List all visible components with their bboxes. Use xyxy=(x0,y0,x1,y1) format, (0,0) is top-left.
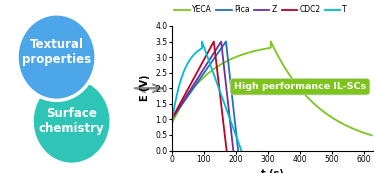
Pica xyxy=(207,64,212,66)
Line: Pica: Pica xyxy=(172,42,238,151)
Z xyxy=(169,118,174,120)
Text: Textural
properties: Textural properties xyxy=(22,38,91,66)
T xyxy=(169,123,174,125)
Pica xyxy=(236,149,241,152)
YECA xyxy=(339,122,343,124)
YECA xyxy=(268,40,273,43)
Pica xyxy=(222,43,227,45)
Line: YECA: YECA xyxy=(172,42,372,135)
Text: High performance IL-SCs: High performance IL-SCs xyxy=(234,82,366,91)
Z xyxy=(207,60,211,62)
YECA xyxy=(216,65,220,67)
Text: Surface
chemistry: Surface chemistry xyxy=(39,107,104,135)
CDC2 xyxy=(199,64,203,66)
Pica xyxy=(182,101,186,103)
CDC2 xyxy=(179,101,183,103)
T xyxy=(200,40,204,43)
T xyxy=(208,64,213,66)
Ellipse shape xyxy=(32,78,111,164)
Z xyxy=(197,74,202,76)
Z xyxy=(231,149,236,152)
T xyxy=(236,142,241,144)
CDC2 xyxy=(193,74,198,76)
Pica xyxy=(169,118,174,120)
Z xyxy=(218,43,222,45)
YECA xyxy=(369,134,374,136)
Pica xyxy=(200,74,205,76)
CDC2 xyxy=(210,43,215,45)
YECA xyxy=(246,52,250,54)
Legend: YECA, Pica, Z, CDC2, T: YECA, Pica, Z, CDC2, T xyxy=(171,2,350,17)
Pica xyxy=(224,40,228,43)
T xyxy=(239,149,244,152)
T xyxy=(238,147,243,149)
T xyxy=(220,96,224,98)
CDC2 xyxy=(201,60,205,62)
YECA xyxy=(314,104,318,106)
Z xyxy=(219,40,224,43)
CDC2 xyxy=(211,40,216,43)
YECA xyxy=(189,90,193,92)
CDC2 xyxy=(224,149,229,152)
T xyxy=(177,85,181,87)
Z xyxy=(204,64,208,66)
YECA xyxy=(169,123,174,125)
Line: T: T xyxy=(172,42,241,151)
Z xyxy=(181,101,185,103)
Line: CDC2: CDC2 xyxy=(172,42,227,151)
YECA xyxy=(304,95,309,97)
Y-axis label: E (V): E (V) xyxy=(140,75,150,102)
Pica xyxy=(221,45,225,47)
Ellipse shape xyxy=(17,14,96,100)
CDC2 xyxy=(209,45,213,47)
Z xyxy=(216,45,221,47)
T xyxy=(181,73,185,75)
X-axis label: t (s): t (s) xyxy=(261,169,284,173)
Pica xyxy=(210,60,215,62)
Line: Z: Z xyxy=(172,42,233,151)
CDC2 xyxy=(169,118,174,120)
